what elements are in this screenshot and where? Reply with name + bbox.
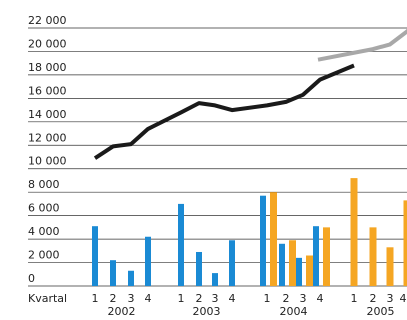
y-tick-label: 6 000 bbox=[28, 202, 60, 215]
grid-lines bbox=[28, 27, 407, 287]
bars bbox=[92, 178, 407, 286]
blue-bar bbox=[110, 260, 116, 286]
orange-bar bbox=[306, 255, 313, 286]
x-tick-label: 4 bbox=[400, 292, 407, 305]
orange-bar bbox=[270, 192, 277, 286]
y-tick-label: 10 000 bbox=[28, 155, 67, 168]
blue-bar bbox=[313, 226, 319, 286]
y-tick-label: 8 000 bbox=[28, 178, 60, 191]
blue-bar bbox=[279, 243, 285, 286]
x-tick-label: 1 bbox=[178, 292, 185, 305]
blue-bar bbox=[196, 251, 202, 286]
orange-bar bbox=[386, 247, 394, 286]
forecast-line bbox=[317, 28, 407, 62]
y-tick-label: 14 000 bbox=[28, 108, 67, 121]
year-label: 2002 bbox=[108, 305, 136, 318]
lines bbox=[93, 28, 407, 160]
y-tick-label: 16 000 bbox=[28, 84, 67, 97]
orange-bar bbox=[369, 227, 377, 286]
x-tick-label: 4 bbox=[317, 292, 324, 305]
y-tick-label: 0 bbox=[28, 272, 35, 285]
y-axis-ticks: 22 000 20 000 18 000 16 000 14 000 12 000 10 0… bbox=[28, 14, 67, 285]
blue-bar bbox=[128, 270, 134, 286]
orange-bar bbox=[350, 178, 358, 286]
year-label: 2005 bbox=[367, 305, 395, 318]
x-tick-label: 1 bbox=[92, 292, 99, 305]
orange-bar bbox=[323, 227, 330, 286]
orange-bar bbox=[403, 200, 407, 286]
y-tick-label: 4 000 bbox=[28, 225, 60, 238]
blue-bar bbox=[212, 273, 218, 286]
year-label: 2003 bbox=[193, 305, 221, 318]
x-tick-label: 2 bbox=[110, 292, 117, 305]
x-tick-label: 2 bbox=[283, 292, 290, 305]
year-label: 2004 bbox=[280, 305, 308, 318]
blue-bar bbox=[145, 236, 151, 286]
orange-bar bbox=[289, 240, 296, 286]
x-tick-label: 2 bbox=[196, 292, 203, 305]
y-tick-label: 22 000 bbox=[28, 14, 67, 27]
blue-bar bbox=[229, 240, 235, 286]
blue-bar bbox=[296, 257, 302, 286]
y-tick-label: 2 000 bbox=[28, 249, 60, 262]
main-line bbox=[93, 63, 355, 160]
x-tick-label: 3 bbox=[128, 292, 135, 305]
x-tick-label: 3 bbox=[387, 292, 394, 305]
y-tick-label: 12 000 bbox=[28, 131, 67, 144]
blue-bar bbox=[92, 226, 98, 286]
x-tick-label: 4 bbox=[145, 292, 152, 305]
x-tick-label: 3 bbox=[300, 292, 307, 305]
x-tick-label: 3 bbox=[212, 292, 219, 305]
x-tick-label: 1 bbox=[351, 292, 358, 305]
blue-bar bbox=[260, 195, 266, 286]
blue-bar bbox=[178, 203, 184, 286]
x-tick-label: 2 bbox=[370, 292, 377, 305]
x-tick-label: 4 bbox=[229, 292, 236, 305]
y-tick-label: 18 000 bbox=[28, 61, 67, 74]
y-tick-label: 20 000 bbox=[28, 37, 67, 50]
x-axis-label: Kvartal bbox=[28, 292, 67, 305]
x-tick-label: 1 bbox=[264, 292, 271, 305]
